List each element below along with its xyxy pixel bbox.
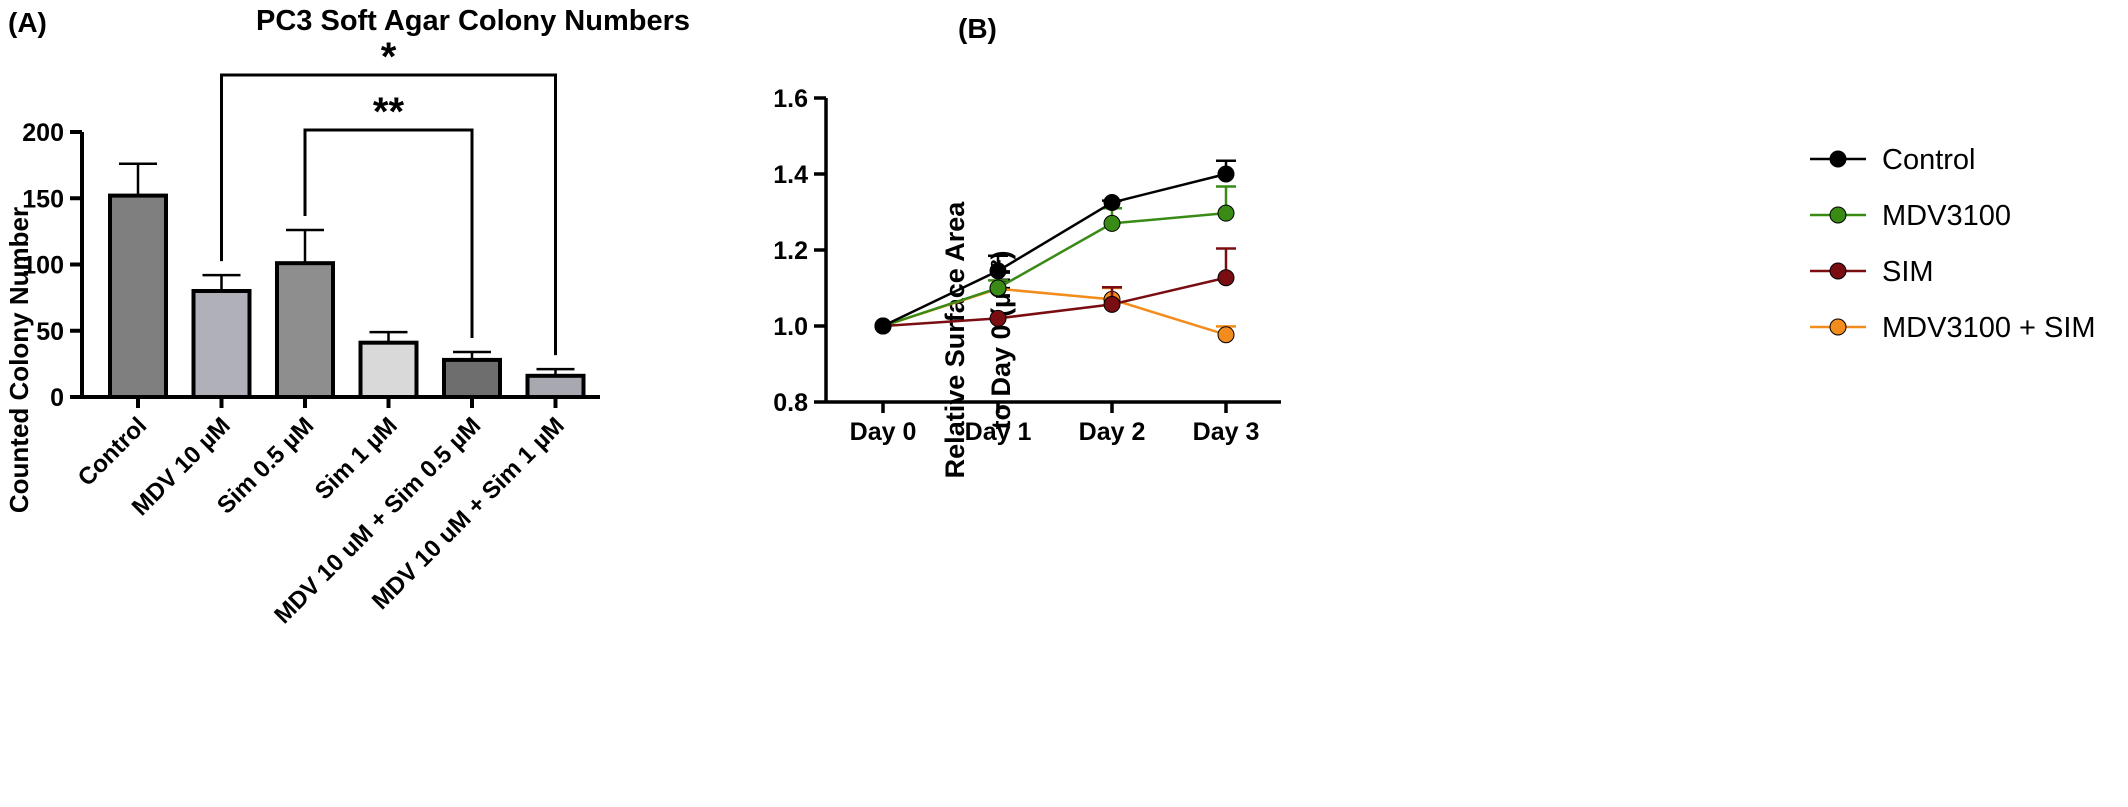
legend-item: MDV3100: [1810, 200, 2011, 232]
x-tick-label: Day 0: [850, 418, 917, 446]
bar: [108, 193, 168, 399]
bar: [525, 373, 586, 399]
significance-bracket: [220, 73, 557, 356]
significance-label: **: [373, 90, 405, 134]
legend-label: MDV3100: [1882, 200, 2011, 232]
data-point: [1103, 214, 1121, 232]
series-control: [874, 159, 1236, 335]
panel-b-label: (B): [958, 13, 997, 44]
legend-swatch-marker: [1829, 150, 1847, 168]
y-tick-label: 1.0: [773, 313, 808, 341]
y-tick-label: 1.6: [773, 85, 808, 113]
panel-a-label: (A): [8, 7, 47, 38]
y-tick-label: 150: [22, 185, 64, 213]
data-point: [1103, 295, 1121, 313]
y-tick-label: 0: [50, 384, 64, 412]
data-point: [1217, 165, 1235, 183]
series-line: [882, 276, 1227, 328]
x-tick-label: Control: [73, 412, 152, 491]
legend-swatch-marker: [1829, 318, 1847, 336]
x-tick-label: Day 3: [1193, 418, 1260, 446]
series-line: [882, 211, 1227, 328]
panel-a-title: PC3 Soft Agar Colony Numbers: [256, 5, 690, 37]
data-point: [874, 317, 892, 335]
legend-swatch-marker: [1829, 206, 1847, 224]
legend-item: SIM: [1810, 256, 1934, 288]
data-point: [989, 309, 1007, 327]
y-tick-label: 0.8: [773, 389, 808, 417]
legend-swatch-marker: [1829, 262, 1847, 280]
y-tick-label: 50: [36, 318, 64, 346]
bar: [275, 261, 335, 399]
panel-a-y-axis-label: Counted Colony Number: [4, 207, 34, 513]
y-tick-label: 200: [22, 119, 64, 147]
y-tick-label: 100: [22, 252, 64, 280]
data-point: [1217, 204, 1235, 222]
panel-b-legend: Control MDV3100 SIM MDV3100 + SIM: [1810, 144, 2096, 344]
panel-b-line-chart: (B) Relative Surface Area to Day 0 (µm²)…: [773, 13, 2095, 478]
panel-b-axes: 0.8 1.0 1.2 1.4 1.6 Day 0 Day 1 Day 2 Day 3: [773, 85, 1281, 446]
data-point: [1217, 326, 1235, 344]
y-tick-label: 1.4: [773, 161, 808, 189]
bar: [191, 289, 252, 399]
panel-b-series: [874, 159, 1236, 344]
series-line: [882, 172, 1227, 328]
legend-item: Control: [1810, 144, 1976, 176]
bar: [358, 340, 419, 399]
legend-label: Control: [1882, 144, 1976, 176]
legend-label: SIM: [1882, 256, 1934, 288]
panel-a-bars: [108, 162, 586, 399]
x-tick-label: Day 2: [1079, 418, 1146, 446]
data-point: [1103, 194, 1121, 211]
data-point: [989, 262, 1007, 280]
data-point: [1217, 269, 1235, 287]
panel-b-y-axis-label-line1: Relative Surface Area: [940, 201, 970, 479]
bar: [442, 357, 502, 399]
y-tick-label: 1.2: [773, 237, 808, 265]
x-tick-label: Day 1: [965, 418, 1032, 446]
legend-label: MDV3100 + SIM: [1882, 312, 2096, 344]
data-point: [989, 279, 1007, 297]
significance-label: *: [381, 35, 397, 79]
panel-a-significance-brackets: ***: [220, 35, 557, 356]
significance-bracket: [303, 128, 474, 338]
legend-item: MDV3100 + SIM: [1810, 312, 2096, 344]
panel-a-bar-chart: (A) PC3 Soft Agar Colony Numbers Counted…: [4, 5, 690, 629]
